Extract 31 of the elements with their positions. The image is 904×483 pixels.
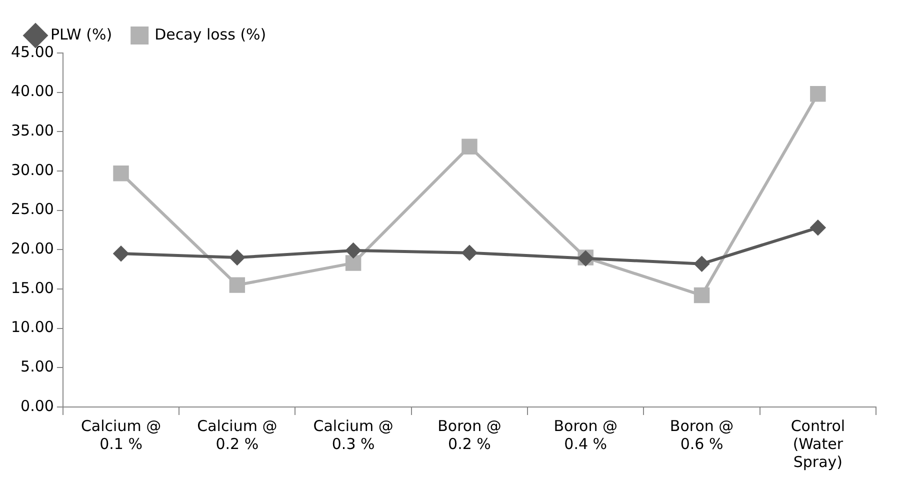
point	[694, 256, 710, 272]
point	[345, 255, 362, 271]
x-tick-label: Boron @ 0.2 %	[438, 416, 502, 453]
x-tick-label: Boron @ 0.4 %	[554, 416, 618, 453]
y-tick-label: 15.00	[10, 278, 54, 297]
x-tick-label: Calcium @ 0.2 %	[197, 416, 278, 453]
point	[462, 138, 478, 154]
y-tick-label: 30.00	[10, 160, 54, 179]
x-tick-label: Boron @ 0.6 %	[670, 416, 734, 453]
point	[114, 246, 129, 262]
y-tick-label: 40.00	[10, 82, 54, 100]
point	[113, 165, 129, 182]
x-tick-label: Calcium @ 0.3 %	[313, 416, 394, 453]
y-tick-label: 10.00	[10, 318, 54, 336]
y-tick-label: 45.00	[10, 42, 54, 61]
point	[694, 287, 710, 304]
y-tick-label: 20.00	[10, 240, 54, 258]
legend-label: PLW (%)	[50, 25, 112, 44]
y-tick-label: 35.00	[10, 122, 54, 140]
point	[230, 250, 245, 266]
point	[810, 220, 826, 236]
legend-label: Decay loss (%)	[154, 25, 266, 44]
y-tick-label: 5.00	[20, 358, 54, 376]
y-tick-label: 25.00	[10, 200, 54, 218]
point	[229, 277, 246, 293]
point	[462, 245, 477, 260]
x-tick-label: Control (Water Spray)	[790, 416, 846, 471]
point	[346, 242, 361, 258]
y-tick-label: 0.00	[20, 396, 54, 415]
point	[810, 86, 826, 102]
x-tick-label: Calcium @ 0.1 %	[80, 416, 162, 453]
